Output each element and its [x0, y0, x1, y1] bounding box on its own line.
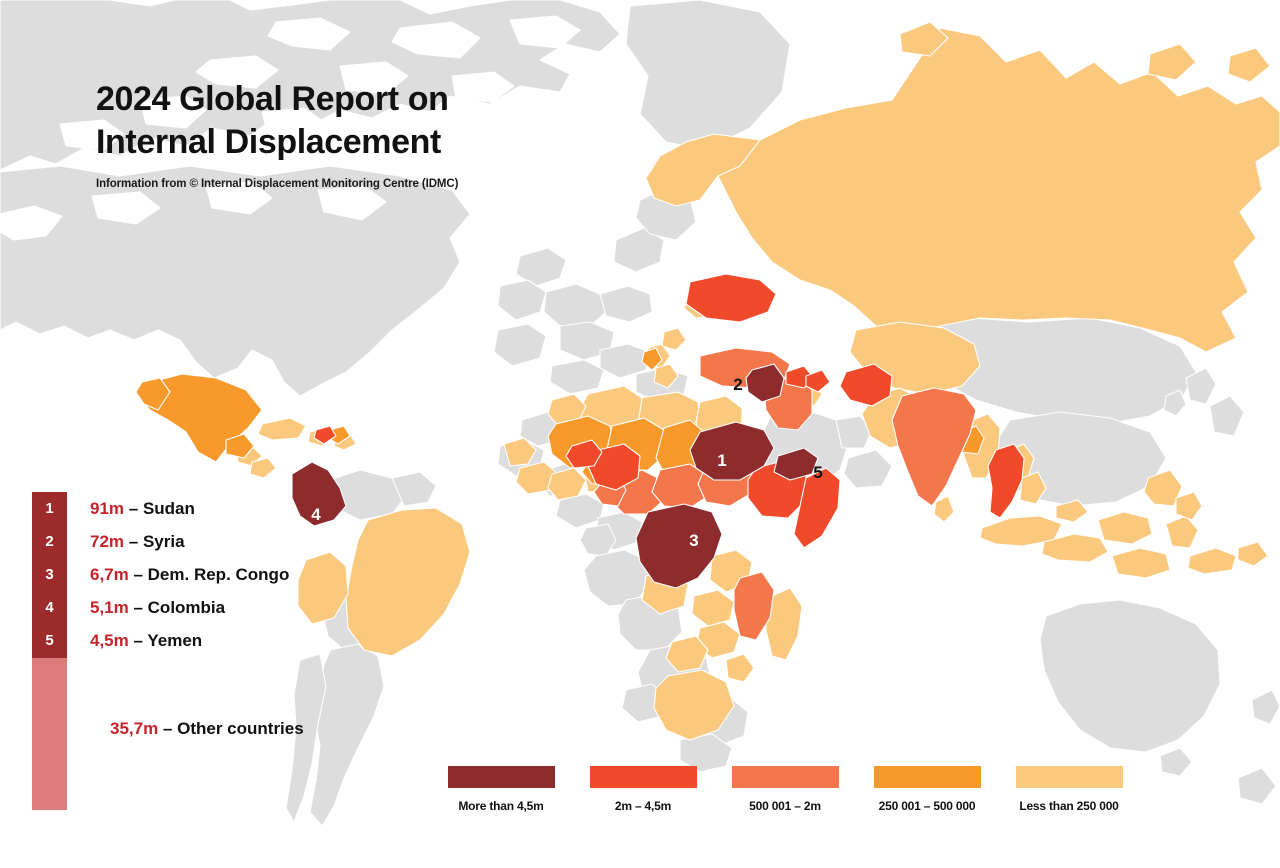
rank-number: 3 — [45, 566, 54, 583]
legend-item: Less than 250 000 — [998, 766, 1140, 813]
rank-number: 1 — [45, 500, 54, 517]
countries-more-than-4-5m — [291, 363, 819, 589]
legend-swatch — [1015, 766, 1123, 788]
legend-label: Less than 250 000 — [1019, 799, 1119, 813]
map-marker-4: 4 — [311, 505, 321, 524]
rank-label: 72m – Syria — [90, 532, 185, 552]
rank-bar-bottom — [32, 658, 67, 810]
legend-label: More than 4,5m — [458, 799, 544, 813]
rank-dash: – — [128, 597, 148, 617]
rank-value: 6,7m — [90, 564, 129, 584]
rank-country: Colombia — [147, 597, 226, 617]
color-legend: More than 4,5m 2m – 4,5m 500 001 – 2m 25… — [430, 766, 1130, 813]
map-marker-1: 1 — [717, 451, 726, 470]
rank-label: 91m – Sudan — [90, 499, 195, 519]
countries-2m-4-5m — [313, 273, 1025, 549]
legend-swatch — [447, 766, 555, 788]
rank-country: Dem. Rep. Congo — [147, 564, 290, 584]
legend-item: 2m – 4,5m — [572, 766, 714, 813]
ranking-row: 1 91m – Sudan — [32, 492, 452, 525]
rank-dash: – — [124, 531, 143, 551]
rank-number: 2 — [45, 533, 54, 550]
legend-label: 250 001 – 500 000 — [878, 799, 976, 813]
ranking-row: 4 5,1m – Colombia — [32, 591, 452, 624]
ranking-panel: 1 91m – Sudan 2 72m – Syria 3 6,7m – Dem… — [32, 492, 452, 810]
other-countries-row: 35,7m – Other countries — [32, 714, 452, 744]
rank-label: 5,1m – Colombia — [90, 598, 225, 618]
other-name: Other countries — [177, 719, 304, 738]
countries-less-250k — [235, 21, 1280, 741]
map-marker-5: 5 — [813, 463, 822, 482]
map-marker-3: 3 — [689, 531, 698, 550]
rank-country: Yemen — [147, 630, 203, 650]
rank-number: 5 — [45, 632, 54, 649]
rank-label: 6,7m – Dem. Rep. Congo — [90, 565, 289, 585]
other-dash: – — [158, 719, 178, 738]
rank-bar-top — [32, 492, 67, 658]
rank-country: Sudan — [142, 498, 195, 518]
legend-swatch — [589, 766, 697, 788]
title-block: 2024 Global Report on Internal Displacem… — [96, 78, 656, 190]
rank-country: Syria — [142, 531, 185, 551]
legend-item: More than 4,5m — [430, 766, 572, 813]
legend-label: 2m – 4,5m — [614, 799, 672, 813]
rank-dash: – — [124, 498, 143, 518]
rank-dash: – — [128, 564, 148, 584]
other-label: 35,7m – Other countries — [110, 719, 304, 739]
ranking-row: 5 4,5m – Yemen — [32, 624, 452, 657]
rank-value: 91m — [90, 498, 125, 518]
rank-label: 4,5m – Yemen — [90, 631, 202, 651]
page-title: 2024 Global Report on Internal Displacem… — [96, 80, 449, 161]
legend-item: 500 001 – 2m — [714, 766, 856, 813]
other-value: 35,7m — [110, 719, 159, 738]
ranking-row: 3 6,7m – Dem. Rep. Congo — [32, 558, 452, 591]
ranking-row: 2 72m – Syria — [32, 525, 452, 558]
legend-label: 500 001 – 2m — [749, 799, 821, 813]
rank-value: 5,1m — [90, 597, 129, 617]
rank-number: 4 — [45, 599, 54, 616]
legend-swatch — [873, 766, 981, 788]
map-markers: 1 2 3 4 5 — [311, 375, 822, 550]
source-credit: Information from © Internal Displacement… — [96, 177, 459, 190]
countries-250k-500k — [135, 347, 985, 485]
legend-swatch — [731, 766, 839, 788]
map-marker-2: 2 — [733, 375, 742, 394]
rank-value: 72m — [90, 531, 125, 551]
rank-value: 4,5m — [90, 630, 129, 650]
rank-dash: – — [128, 630, 148, 650]
legend-item: 250 001 – 500 000 — [856, 766, 998, 813]
